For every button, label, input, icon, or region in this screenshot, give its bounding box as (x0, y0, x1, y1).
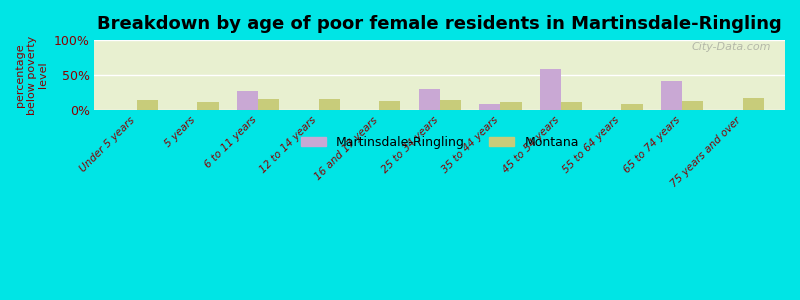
Y-axis label: percentage
below poverty
level: percentage below poverty level (15, 35, 48, 115)
Text: City-Data.com: City-Data.com (692, 42, 771, 52)
Bar (661, 81, 682, 110)
Bar (318, 100, 340, 110)
Bar (440, 100, 461, 110)
Bar (379, 101, 400, 110)
Bar (258, 100, 279, 110)
Bar (198, 102, 218, 110)
Bar (137, 100, 158, 110)
Bar (622, 103, 642, 110)
Bar (682, 101, 703, 110)
Bar (418, 89, 440, 110)
Title: Breakdown by age of poor female residents in Martinsdale-Ringling: Breakdown by age of poor female resident… (98, 15, 782, 33)
Bar (561, 102, 582, 110)
Bar (479, 104, 500, 110)
Legend: Martinsdale-Ringling, Montana: Martinsdale-Ringling, Montana (295, 131, 584, 154)
Bar (237, 91, 258, 110)
Bar (742, 98, 764, 110)
Bar (540, 69, 561, 110)
Bar (500, 102, 522, 110)
